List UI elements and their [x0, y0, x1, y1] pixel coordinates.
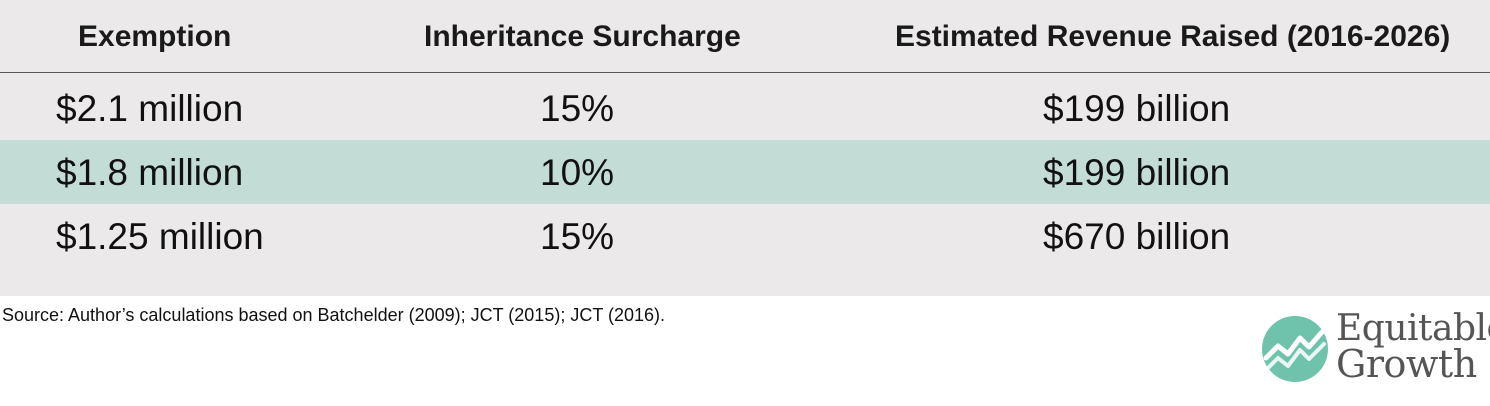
- data-table: Exemption Inheritance Surcharge Estimate…: [0, 0, 1490, 296]
- surcharge-cell: 15%: [540, 216, 615, 257]
- exemption-cell: $1.25 million: [56, 216, 264, 257]
- table-header-row: Exemption Inheritance Surcharge Estimate…: [0, 0, 1490, 73]
- revenue-cell: $199 billion: [1043, 152, 1231, 193]
- exemption-cell: $1.8 million: [56, 152, 244, 193]
- equitable-growth-logo[interactable]: Equitable Growth: [1258, 308, 1490, 390]
- revenue-cell: $670 billion: [1043, 216, 1231, 257]
- equitable-growth-logo-icon: [1262, 316, 1328, 382]
- column-header-estimated-revenue: Estimated Revenue Raised (2016-2026): [895, 20, 1451, 53]
- table-row: $2.1 million 15% $199 billion: [0, 76, 1490, 140]
- exemption-cell: $2.1 million: [56, 88, 244, 129]
- column-header-exemption: Exemption: [78, 20, 232, 53]
- column-header-inheritance-surcharge: Inheritance Surcharge: [424, 20, 741, 53]
- surcharge-cell: 15%: [540, 88, 615, 129]
- table-row: $1.25 million 15% $670 billion: [0, 204, 1490, 268]
- table-row: $1.8 million 10% $199 billion: [0, 140, 1490, 204]
- logo-text-line1: Equitable: [1336, 308, 1490, 349]
- surcharge-cell: 10%: [540, 152, 615, 193]
- revenue-cell: $199 billion: [1043, 88, 1231, 129]
- logo-text-line2: Growth: [1336, 342, 1477, 386]
- source-note: Source: Author’s calculations based on B…: [2, 305, 666, 325]
